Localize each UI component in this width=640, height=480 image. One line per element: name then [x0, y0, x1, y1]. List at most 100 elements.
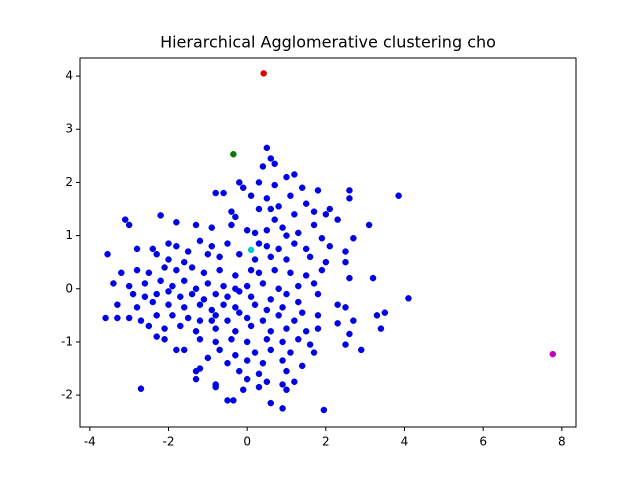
point [133, 245, 141, 253]
point [180, 346, 188, 354]
point [165, 301, 172, 308]
point [260, 70, 267, 77]
point [121, 216, 129, 223]
point [251, 229, 259, 237]
point [275, 245, 282, 253]
point [236, 309, 243, 316]
point [137, 317, 145, 324]
point [165, 240, 172, 247]
point [267, 155, 275, 162]
point [334, 216, 341, 223]
point [228, 221, 235, 229]
point [310, 208, 318, 215]
point [239, 386, 247, 394]
point [196, 336, 204, 343]
point [236, 179, 243, 186]
point [145, 322, 153, 330]
point [275, 203, 282, 210]
point [188, 264, 196, 271]
point [295, 336, 302, 343]
point [165, 288, 172, 295]
point [342, 341, 349, 348]
point [279, 304, 286, 311]
point [220, 282, 227, 290]
point [224, 240, 231, 247]
y-tick-label: -2 [61, 388, 73, 402]
point [279, 405, 286, 412]
x-tick-label: -4 [84, 435, 96, 449]
point [255, 179, 263, 186]
point [173, 242, 180, 250]
x-tick-label: 0 [243, 435, 251, 449]
point [208, 242, 216, 250]
point [243, 375, 251, 383]
point [405, 295, 412, 302]
y-tick-label: -1 [61, 334, 73, 348]
point [232, 213, 239, 221]
point [204, 250, 212, 258]
point [342, 258, 349, 266]
point [318, 266, 326, 274]
point [212, 312, 219, 319]
point [310, 349, 318, 356]
point [263, 378, 271, 386]
point [255, 370, 263, 378]
point [236, 367, 243, 375]
point [125, 282, 133, 290]
point [208, 306, 216, 314]
point [180, 277, 188, 285]
point [180, 304, 188, 311]
point [247, 293, 255, 300]
point [549, 350, 557, 358]
point [310, 221, 318, 229]
point [153, 250, 160, 258]
y-tick-label: 1 [65, 228, 73, 242]
point [306, 253, 314, 261]
point [247, 192, 255, 199]
point [161, 336, 168, 343]
point [342, 248, 349, 255]
point [306, 341, 314, 348]
point [314, 325, 322, 332]
point [157, 277, 164, 285]
point [236, 288, 243, 295]
point [192, 367, 200, 375]
point [322, 258, 330, 266]
point [141, 280, 149, 287]
point [137, 385, 145, 392]
point [283, 256, 290, 263]
point [224, 293, 231, 300]
point [104, 250, 111, 258]
point [247, 246, 255, 254]
point [322, 211, 330, 218]
point [173, 219, 180, 226]
point [373, 312, 381, 319]
point [263, 242, 271, 250]
point [334, 320, 341, 327]
point [259, 280, 267, 287]
point [220, 301, 227, 308]
point [243, 227, 251, 234]
point [381, 309, 389, 316]
point [161, 264, 168, 271]
point [395, 192, 402, 199]
point [287, 349, 294, 356]
y-tick-label: 0 [65, 281, 73, 295]
point [243, 282, 251, 290]
point [275, 312, 282, 319]
y-tick-label: 2 [65, 175, 73, 189]
point [196, 301, 204, 308]
point [192, 328, 200, 335]
point [255, 269, 263, 277]
point [255, 383, 263, 391]
point [283, 367, 290, 375]
point [283, 173, 290, 181]
point [295, 229, 302, 237]
point [267, 205, 275, 213]
point [318, 234, 326, 242]
point [251, 349, 259, 356]
point [169, 312, 176, 319]
point [287, 269, 294, 277]
point [184, 314, 192, 322]
